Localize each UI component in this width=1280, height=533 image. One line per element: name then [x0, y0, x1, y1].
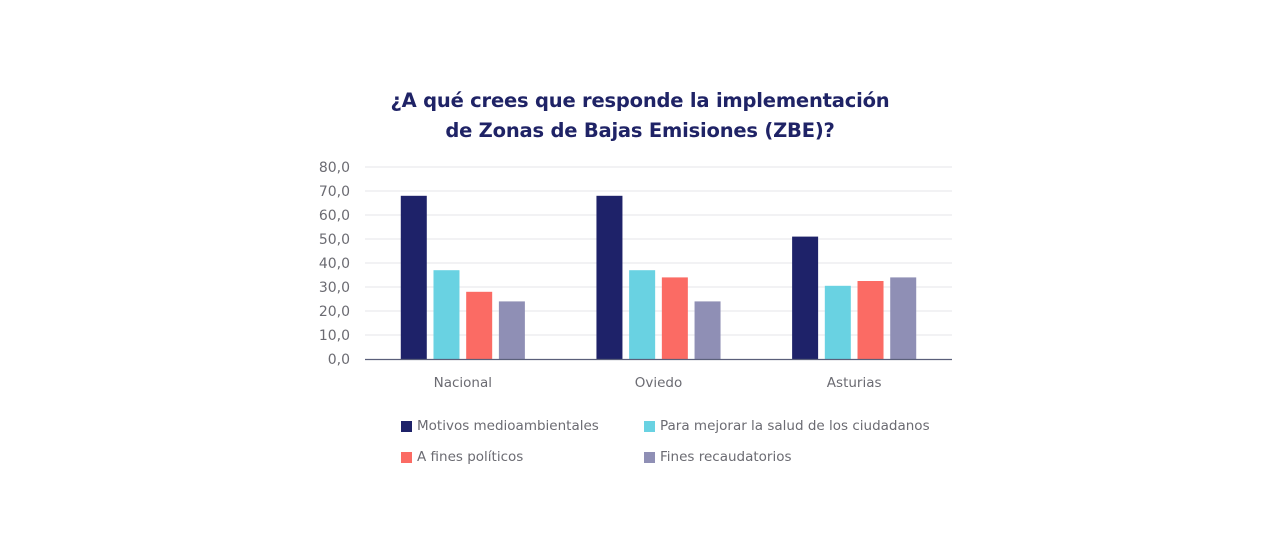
legend-label: Para mejorar la salud de los ciudadanos: [660, 418, 930, 434]
bar: [498, 301, 525, 359]
bar: [433, 270, 460, 359]
legend-item: Fines recaudatorios: [644, 449, 792, 465]
bar: [629, 270, 656, 359]
y-tick-label: 0,0: [328, 352, 350, 368]
bar: [792, 236, 819, 359]
x-axis-categories: Nacional Oviedo Asturias: [434, 375, 882, 391]
y-tick-label: 60,0: [319, 208, 350, 224]
bar: [890, 277, 917, 359]
legend-swatch: [644, 420, 655, 432]
y-tick-label: 20,0: [319, 304, 350, 320]
x-category-label: Nacional: [434, 375, 492, 391]
y-tick-label: 70,0: [319, 184, 350, 200]
y-tick-label: 10,0: [319, 328, 350, 344]
bar: [857, 281, 884, 359]
x-category-label: Oviedo: [635, 375, 683, 391]
bar: [596, 195, 623, 359]
legend-item: A fines políticos: [401, 449, 523, 465]
x-category-label: Asturias: [827, 375, 882, 391]
y-tick-label: 80,0: [319, 160, 350, 176]
legend-swatch: [401, 420, 412, 432]
legend-label: Fines recaudatorios: [660, 449, 792, 465]
bar: [661, 277, 688, 359]
chart-title: ¿A qué crees que responde la implementac…: [0, 86, 1280, 146]
y-tick-label: 50,0: [319, 232, 350, 248]
bar: [400, 195, 427, 359]
bar: [824, 285, 851, 359]
bar: [694, 301, 721, 359]
y-axis-ticks: 0,0 10,0 20,0 30,0 40,0 50,0 60,0 70,0 80,0: [319, 160, 350, 368]
legend-item: Motivos medioambientales: [401, 418, 599, 434]
bars: [400, 195, 917, 359]
y-tick-label: 40,0: [319, 256, 350, 272]
bar: [466, 291, 493, 359]
legend-swatch: [644, 451, 655, 463]
legend-item: Para mejorar la salud de los ciudadanos: [644, 418, 930, 434]
legend-label: A fines políticos: [417, 449, 524, 465]
chart-title-line-1: ¿A qué crees que responde la implementac…: [390, 89, 890, 112]
y-tick-label: 30,0: [319, 280, 350, 296]
legend-swatch: [401, 451, 412, 463]
legend-label: Motivos medioambientales: [417, 418, 599, 434]
gridlines: [365, 166, 952, 336]
chart-title-line-2: de Zonas de Bajas Emisiones (ZBE)?: [445, 119, 835, 142]
